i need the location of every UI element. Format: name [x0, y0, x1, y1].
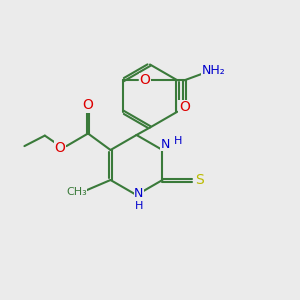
Text: O: O: [179, 100, 190, 114]
Text: O: O: [82, 98, 94, 112]
Text: CH₃: CH₃: [66, 187, 87, 197]
Text: N: N: [161, 137, 170, 151]
Text: NH₂: NH₂: [202, 64, 226, 76]
Text: H: H: [135, 201, 143, 212]
Text: O: O: [140, 73, 150, 87]
Text: S: S: [195, 173, 203, 187]
Text: N: N: [134, 187, 144, 200]
Text: H: H: [174, 136, 182, 146]
Text: O: O: [54, 141, 65, 154]
